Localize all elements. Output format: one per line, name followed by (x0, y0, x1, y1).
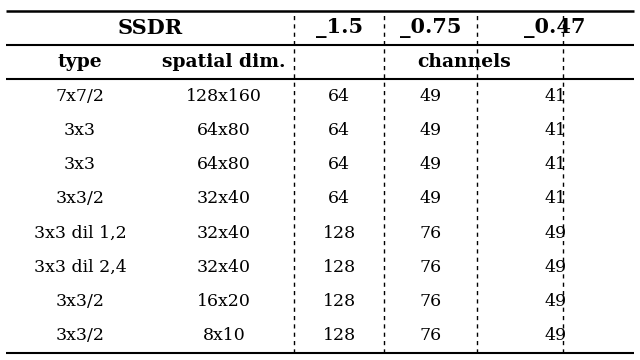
Text: 76: 76 (419, 293, 442, 310)
Text: _0.75: _0.75 (399, 18, 461, 38)
Text: 32x40: 32x40 (197, 225, 251, 242)
Text: 49: 49 (419, 88, 442, 105)
Text: 3x3 dil 1,2: 3x3 dil 1,2 (34, 225, 126, 242)
Text: 41: 41 (544, 88, 566, 105)
Text: 64: 64 (328, 190, 350, 207)
Text: 3x3/2: 3x3/2 (56, 293, 104, 310)
Text: 49: 49 (419, 156, 442, 173)
Text: 64x80: 64x80 (197, 156, 251, 173)
Text: 76: 76 (419, 327, 442, 344)
Text: 128: 128 (323, 327, 356, 344)
Text: type: type (58, 53, 102, 71)
Text: 3x3/2: 3x3/2 (56, 190, 104, 207)
Text: 128: 128 (323, 259, 356, 276)
Text: 128: 128 (323, 225, 356, 242)
Text: SSDR: SSDR (118, 18, 183, 38)
Text: 41: 41 (544, 122, 566, 139)
Text: 32x40: 32x40 (197, 190, 251, 207)
Text: 49: 49 (419, 190, 442, 207)
Text: 128x160: 128x160 (186, 88, 262, 105)
Text: 8x10: 8x10 (203, 327, 245, 344)
Text: _1.5: _1.5 (316, 18, 363, 38)
Text: 49: 49 (544, 259, 566, 276)
Text: 49: 49 (544, 293, 566, 310)
Text: 49: 49 (419, 122, 442, 139)
Text: 64: 64 (328, 122, 350, 139)
Text: 76: 76 (419, 259, 442, 276)
Text: 3x3/2: 3x3/2 (56, 327, 104, 344)
Text: 7x7/2: 7x7/2 (56, 88, 104, 105)
Text: 3x3: 3x3 (64, 122, 96, 139)
Text: 64: 64 (328, 88, 350, 105)
Text: spatial dim.: spatial dim. (163, 53, 285, 71)
Text: 64x80: 64x80 (197, 122, 251, 139)
Text: 41: 41 (544, 156, 566, 173)
Text: 16x20: 16x20 (197, 293, 251, 310)
Text: 32x40: 32x40 (197, 259, 251, 276)
Text: _0.47: _0.47 (524, 18, 586, 38)
Text: 3x3 dil 2,4: 3x3 dil 2,4 (34, 259, 126, 276)
Text: 3x3: 3x3 (64, 156, 96, 173)
Text: 41: 41 (544, 190, 566, 207)
Text: channels: channels (417, 53, 511, 71)
Text: 128: 128 (323, 293, 356, 310)
Text: 64: 64 (328, 156, 350, 173)
Text: 49: 49 (544, 327, 566, 344)
Text: 49: 49 (544, 225, 566, 242)
Text: 76: 76 (419, 225, 442, 242)
